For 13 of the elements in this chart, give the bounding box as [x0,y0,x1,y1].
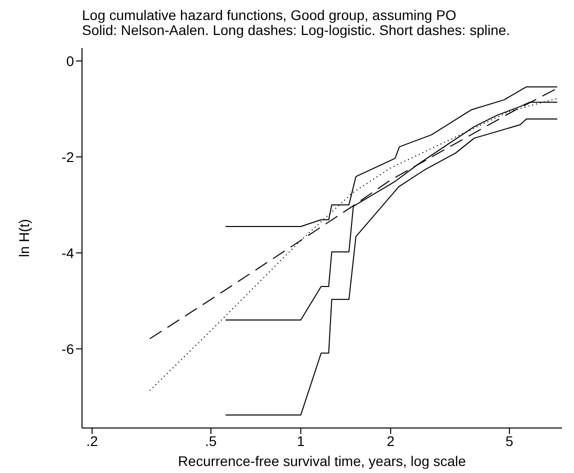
y-axis-title: ln H(t) [16,218,32,258]
y-tick-label: -6 [62,340,74,357]
x-axis-title: Recurrence-free survival time, years, log scale [178,453,466,469]
y-tick-label: -4 [62,244,74,261]
x-tick-label: 1 [296,432,305,449]
x-tick-label: .2 [86,432,98,449]
x-tick-label: .5 [205,432,217,449]
x-tick-label: 2 [386,432,395,449]
y-tick-label: -2 [62,148,74,165]
x-tick-label: 5 [506,432,514,449]
chart-subtitle: Solid: Nelson-Aalen. Long dashes: Log-logistic. Short dashes: spline. [82,22,510,38]
y-tick-label: 0 [66,52,74,69]
chart-title: Log cumulative hazard functions, Good group, assuming PO [82,7,458,23]
